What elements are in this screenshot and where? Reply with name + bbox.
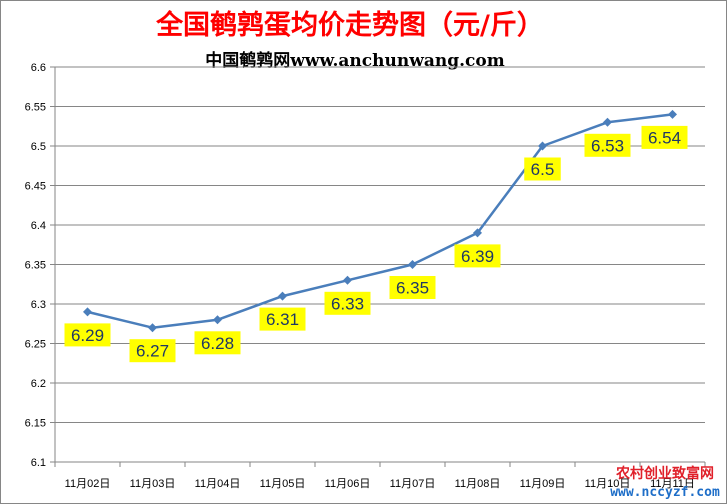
y-tick-label: 6.2 (31, 378, 46, 390)
data-point (473, 228, 482, 238)
data-label: 6.27 (136, 342, 169, 361)
x-tick-label: 11月11日 (650, 478, 695, 490)
data-label-box (194, 331, 241, 355)
y-tick-label: 6.5 (31, 141, 46, 153)
data-label: 6.33 (331, 294, 364, 313)
data-point (538, 141, 547, 151)
data-label: 6.53 (591, 136, 624, 155)
data-label-box (129, 339, 176, 363)
y-tick-label: 6.6 (31, 62, 46, 74)
x-axis-tick-labels: 11月02日 11月03日 11月04日 11月05日 11月06日 11月07日 11月0… (65, 478, 695, 490)
x-tick-label: 11月03日 (130, 478, 176, 490)
watermark-url: www.nccyzf.com (610, 485, 720, 500)
data-label-box (389, 276, 436, 299)
watermark-title: 农村创业致富网 (615, 465, 714, 482)
data-label-box (524, 157, 561, 181)
chart-title: 全国鹌鹑蛋均价走势图（元/斤） (155, 9, 544, 41)
y-tick-label: 6.3 (31, 299, 46, 311)
data-point (213, 315, 222, 325)
data-point (278, 291, 287, 301)
data-point (603, 117, 612, 127)
data-label: 6.29 (71, 326, 104, 345)
y-tick-label: 6.1 (31, 457, 46, 469)
data-label-box (641, 125, 688, 149)
y-tick-label: 6.25 (25, 339, 46, 351)
data-labels: 6.29 6.27 6.28 6.31 6.33 6.35 6.39 6.5 6.53 6.54 (64, 125, 688, 363)
x-tick-label: 11月04日 (195, 478, 241, 490)
y-tick-label: 6.55 (25, 102, 46, 114)
x-tick-label: 11月07日 (390, 478, 436, 490)
x-tick-label: 11月06日 (325, 478, 371, 490)
data-label-box (454, 244, 501, 268)
y-tick-label: 6.4 (31, 220, 46, 232)
x-tick-label: 11月02日 (65, 478, 111, 490)
y-tick-label: 6.35 (25, 260, 46, 272)
data-label: 6.28 (201, 334, 234, 353)
data-label-box (64, 323, 111, 347)
data-point (668, 109, 677, 119)
data-point (408, 260, 417, 269)
data-point (148, 323, 157, 333)
axes (50, 66, 706, 467)
x-tick-label: 11月05日 (260, 478, 306, 490)
data-label-box (324, 291, 371, 315)
data-label: 6.31 (266, 310, 299, 329)
y-axis-tick-labels: 6.1 6.15 6.2 6.25 6.3 6.35 6.4 6.45 6.5 6.55 6.6 (25, 62, 46, 469)
data-label: 6.54 (648, 128, 681, 147)
data-label: 6.5 (531, 160, 555, 179)
series-line (83, 109, 677, 333)
chart-subtitle: 中国鹌鹑网www.anchunwang.com (205, 50, 504, 71)
data-label: 6.39 (461, 247, 494, 266)
y-tick-label: 6.45 (25, 181, 46, 193)
data-point (343, 275, 352, 285)
x-tick-label: 11月09日 (520, 478, 566, 490)
data-label-box (259, 307, 306, 331)
data-label-box (584, 133, 631, 157)
data-point (83, 307, 92, 317)
y-tick-label: 6.15 (25, 418, 46, 430)
x-tick-label: 11月08日 (455, 478, 501, 490)
series-line-path (87, 113, 673, 329)
x-tick-label: 11月10日 (585, 478, 631, 490)
data-label: 6.35 (396, 279, 429, 298)
